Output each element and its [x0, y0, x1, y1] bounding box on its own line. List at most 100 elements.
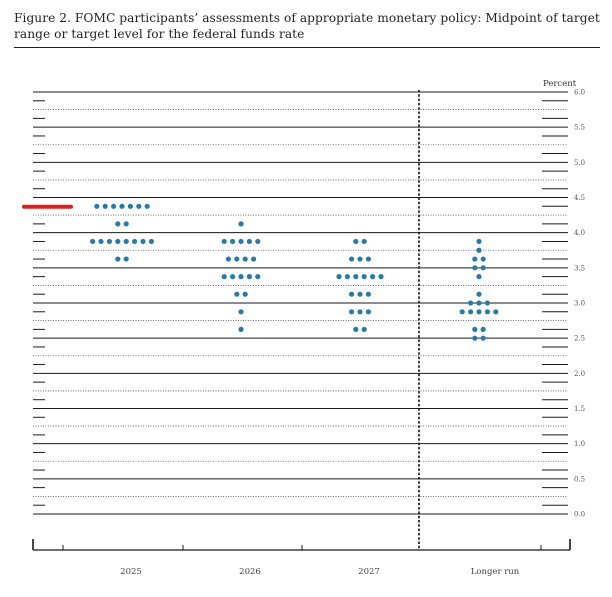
participant-dot [234, 291, 240, 297]
y-tick-label: 3.0 [574, 300, 585, 308]
participant-dot [459, 309, 465, 315]
x-category-label: 2026 [239, 567, 261, 577]
participant-dot [476, 238, 482, 245]
participant-dot [230, 238, 236, 245]
participant-dot [234, 256, 240, 262]
participant-dot [119, 203, 125, 209]
participant-dot [106, 238, 112, 245]
unit-label: Percent [543, 79, 577, 89]
x-category-labels: 2025 2026 2027 Longer run [120, 567, 520, 577]
participant-dot [140, 238, 146, 245]
participant-dots [90, 203, 499, 341]
participant-dot [246, 238, 252, 245]
y-tick-label: 0.5 [574, 475, 585, 483]
participant-dot [238, 326, 244, 332]
participant-dot [484, 309, 490, 315]
participant-dot [238, 309, 244, 315]
participant-dot [221, 238, 227, 245]
y-tick-label: 2.0 [574, 370, 585, 378]
x-category-label: 2027 [358, 567, 380, 577]
x-axis [32, 539, 571, 551]
participant-dot [472, 335, 478, 341]
participant-dot [132, 238, 138, 245]
participant-dot [378, 274, 384, 280]
participant-dot [370, 274, 376, 280]
participant-dot [361, 238, 367, 245]
x-category-label: 2025 [120, 567, 142, 577]
y-tick-label: 1.0 [574, 440, 585, 448]
participant-dot [365, 309, 371, 315]
participant-dot [476, 247, 482, 253]
y-tick-label: 4.0 [574, 229, 585, 237]
participant-dot [468, 309, 474, 315]
participant-dot [472, 326, 478, 332]
participant-dot [353, 274, 359, 280]
participant-dot [230, 274, 236, 280]
participant-dot [255, 274, 261, 280]
participant-dot [123, 238, 129, 245]
participant-dot [357, 256, 363, 262]
participant-dot [365, 291, 371, 297]
participant-dot [361, 326, 367, 332]
participant-dot [484, 300, 490, 306]
participant-dot [102, 203, 108, 209]
y-tick-label: 1.5 [574, 405, 585, 413]
participant-dot [361, 274, 367, 280]
figure-caption: Figure 2. FOMC participants’ assessments… [14, 11, 600, 41]
participant-dot [225, 256, 231, 262]
participant-dot [476, 274, 482, 280]
y-tick-labels: 0.0 0.5 1.0 1.5 2.0 2.5 3.0 3.5 4.0 4.5 5.0 5.5 6.0 [574, 89, 585, 519]
participant-dot [336, 274, 342, 280]
participant-dot [123, 256, 129, 262]
participant-dot [251, 256, 257, 262]
participant-dot [115, 221, 121, 227]
y-tick-label: 0.0 [574, 511, 585, 519]
x-category-label: Longer run [471, 567, 520, 577]
participant-dot [468, 300, 474, 306]
participant-dot [136, 203, 142, 209]
participant-dot [221, 274, 227, 280]
y-tick-label: 3.5 [574, 264, 585, 272]
participant-dot [365, 256, 371, 262]
participant-dot [472, 265, 478, 271]
participant-dot [349, 256, 355, 262]
participant-dot [144, 203, 150, 209]
participant-dot [476, 291, 482, 297]
participant-dot [123, 221, 129, 227]
participant-dot [246, 274, 252, 280]
participant-dot [94, 203, 100, 209]
participant-dot [98, 238, 104, 245]
y-tick-label: 5.0 [574, 159, 585, 167]
participant-dot [480, 256, 486, 262]
participant-dot [480, 335, 486, 341]
participant-dot [111, 203, 117, 209]
y-tick-label: 6.0 [574, 89, 585, 97]
participant-dot [353, 326, 359, 332]
participant-dot [115, 256, 121, 262]
y-tick-label: 2.5 [574, 335, 585, 343]
participant-dot [349, 291, 355, 297]
participant-dot [238, 274, 244, 280]
participant-dot [242, 291, 248, 297]
participant-dot [349, 309, 355, 315]
participant-dot [357, 291, 363, 297]
participant-dot [480, 326, 486, 332]
participant-dot [353, 238, 359, 245]
participant-dot [344, 274, 350, 280]
participant-dot [238, 238, 244, 245]
participant-dot [115, 238, 121, 245]
participant-dot [472, 256, 478, 262]
participant-dot [242, 256, 248, 262]
participant-dot [255, 238, 261, 245]
participant-dot [493, 309, 499, 315]
caption-rule [14, 47, 600, 48]
y-tick-label: 5.5 [574, 124, 585, 132]
participant-dot [238, 221, 244, 227]
y-tick-label: 4.5 [574, 194, 585, 202]
participant-dot [476, 300, 482, 306]
participant-dot [476, 309, 482, 315]
participant-dot [480, 265, 486, 271]
participant-dot [127, 203, 133, 209]
participant-dot [148, 238, 154, 245]
